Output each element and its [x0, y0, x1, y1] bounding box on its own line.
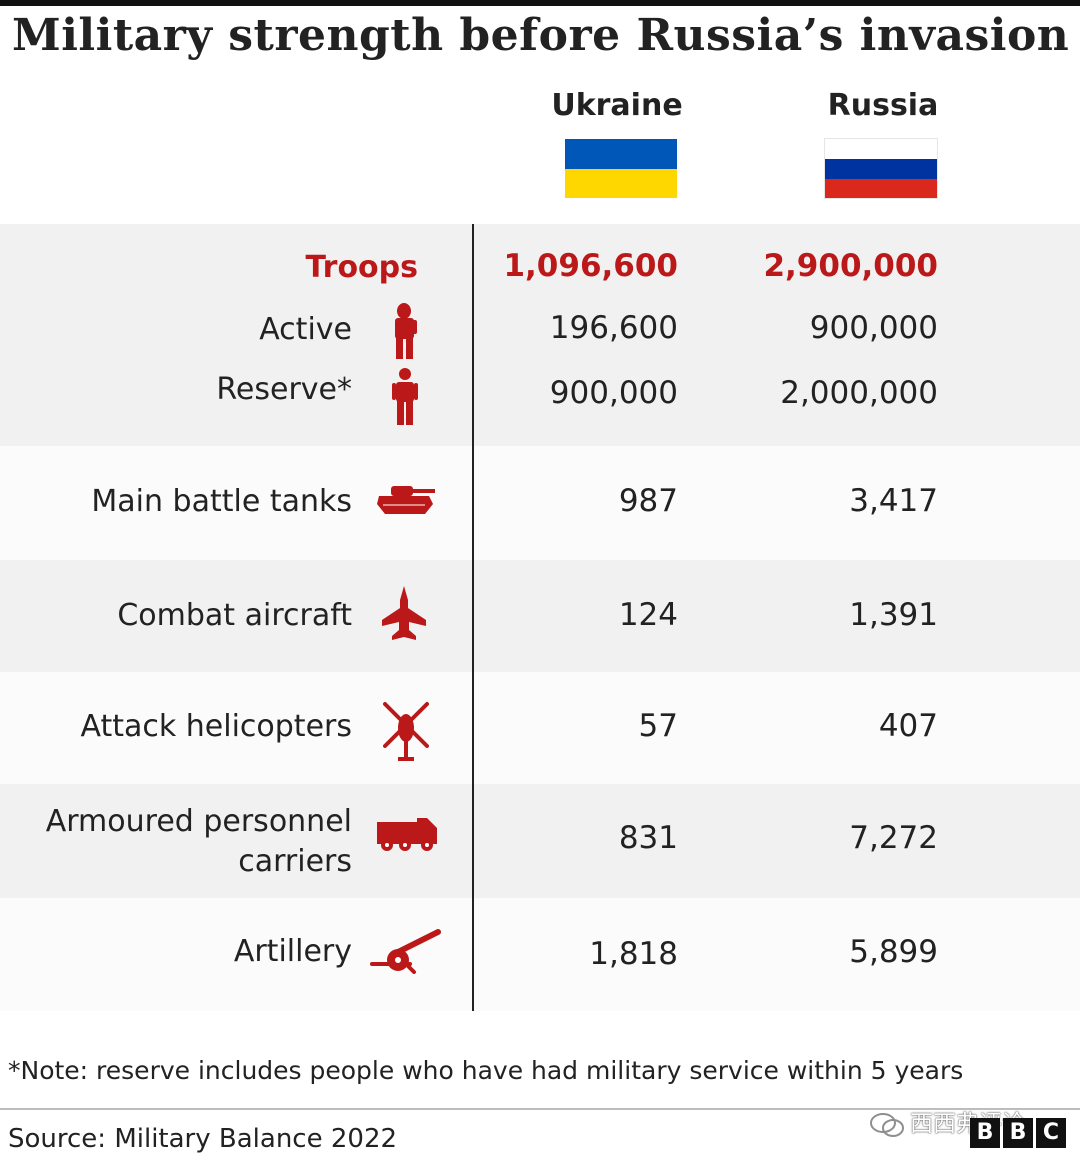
ukraine-flag	[565, 139, 677, 198]
value-ukraine-artillery: 1,818	[589, 936, 678, 972]
value-ukraine-tanks: 987	[618, 483, 678, 519]
top-bar	[0, 0, 1080, 6]
helicopter-icon	[383, 702, 429, 761]
label-apc-line1: Armoured personnel	[45, 804, 352, 839]
ukraine-flag-bottom	[565, 168, 677, 198]
russia-flag-middle	[825, 159, 937, 179]
label-attack-helicopters: Attack helicopters	[80, 709, 352, 744]
value-ukraine-active: 196,600	[549, 310, 678, 346]
bbc-logo: B B C	[970, 1118, 1066, 1148]
row-band-helicopters	[0, 672, 1080, 784]
source-line: Source: Military Balance 2022	[8, 1124, 398, 1154]
russia-flag-top	[825, 139, 937, 160]
tank-icon	[377, 486, 435, 514]
truck-icon	[377, 818, 437, 851]
value-russia-artillery: 5,899	[849, 934, 938, 970]
label-active: Active	[259, 312, 352, 347]
value-russia-active: 900,000	[809, 310, 938, 346]
value-russia-tanks: 3,417	[849, 483, 938, 519]
footer-rule	[0, 1108, 1080, 1110]
label-troops: Troops	[305, 250, 418, 285]
row-band-aircraft	[0, 560, 1080, 672]
row-band-troops	[0, 224, 1080, 446]
value-ukraine-reserve: 900,000	[549, 375, 678, 411]
cannon-icon	[370, 929, 441, 974]
value-russia-apc: 7,272	[849, 820, 938, 856]
row-band-apc	[0, 784, 1080, 898]
value-russia-troops: 2,900,000	[763, 248, 938, 284]
label-apc-line2: carriers	[238, 844, 352, 879]
value-ukraine-helicopters: 57	[638, 708, 678, 744]
label-artillery: Artillery	[233, 934, 352, 969]
column-header-russia: Russia	[827, 88, 939, 123]
footnote: *Note: reserve includes people who have …	[8, 1056, 964, 1085]
value-ukraine-apc: 831	[618, 820, 678, 856]
label-combat-aircraft: Combat aircraft	[117, 598, 352, 633]
bbc-logo-letter-2: B	[1003, 1118, 1033, 1148]
label-reserve: Reserve*	[216, 372, 352, 407]
row-band-tanks	[0, 446, 1080, 560]
value-ukraine-aircraft: 124	[618, 597, 678, 633]
soldier-icon	[395, 303, 417, 359]
jet-icon	[382, 586, 426, 640]
chart-title: Military strength before Russia’s invasi…	[12, 10, 1070, 61]
column-divider	[472, 224, 474, 1011]
value-russia-helicopters: 407	[878, 708, 938, 744]
value-ukraine-troops: 1,096,600	[503, 248, 678, 284]
ukraine-flag-top	[565, 139, 677, 169]
column-header-ukraine: Ukraine	[551, 88, 683, 123]
person-icon	[392, 368, 418, 425]
bbc-logo-letter-1: B	[970, 1118, 1000, 1148]
bbc-logo-letter-3: C	[1036, 1118, 1066, 1148]
russia-flag-bottom	[825, 178, 937, 198]
row-band-artillery	[0, 898, 1080, 1011]
label-main-battle-tanks: Main battle tanks	[91, 484, 352, 519]
value-russia-aircraft: 1,391	[849, 597, 938, 633]
wechat-icon	[870, 1112, 904, 1137]
value-russia-reserve: 2,000,000	[780, 375, 938, 411]
russia-flag	[825, 139, 937, 198]
